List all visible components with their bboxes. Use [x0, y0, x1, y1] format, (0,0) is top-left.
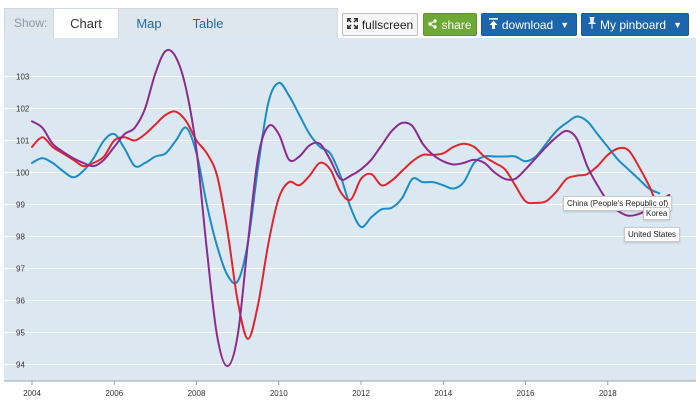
- y-tick-label: 103: [16, 73, 30, 82]
- tab-table[interactable]: Table: [192, 16, 224, 31]
- tooltip-korea: Korea: [643, 207, 671, 220]
- y-axis: 94 95 96 97 98 99 100 101 102 103: [16, 73, 30, 370]
- chevron-down-icon: ▼: [673, 19, 682, 30]
- grid-lines: [4, 76, 696, 365]
- show-label: Show:: [14, 16, 48, 30]
- download-label: download: [501, 17, 554, 32]
- x-tick-label: 2018: [599, 389, 617, 398]
- tab-map[interactable]: Map: [136, 16, 162, 31]
- y-tick-label: 94: [16, 361, 25, 370]
- x-tick-label: 2004: [23, 389, 41, 398]
- fullscreen-button[interactable]: fullscreen: [342, 13, 418, 36]
- y-tick-label: 97: [16, 265, 25, 274]
- y-tick-label: 101: [16, 137, 30, 146]
- x-tick-label: 2006: [105, 389, 123, 398]
- download-icon: [488, 17, 498, 32]
- x-tick-label: 2010: [270, 389, 288, 398]
- share-button[interactable]: share: [423, 13, 477, 36]
- series-lines: [31, 48, 671, 368]
- pinboard-label: My pinboard: [600, 17, 667, 32]
- series-line-china[interactable]: [31, 81, 661, 285]
- expand-icon: [346, 17, 358, 32]
- y-tick-label: 102: [16, 105, 30, 114]
- tab-chart[interactable]: Chart: [53, 9, 119, 40]
- y-tick-label: 98: [16, 233, 25, 242]
- x-tick-label: 2008: [188, 389, 206, 398]
- chart-toolbar: Show: Chart Map Table fullscreen share d…: [0, 0, 700, 40]
- series-line-korea[interactable]: [31, 110, 671, 340]
- y-tick-label: 100: [16, 169, 30, 178]
- pinboard-button[interactable]: My pinboard ▼: [581, 13, 689, 36]
- x-axis-strip: [4, 381, 696, 403]
- x-tick-label: 2016: [517, 389, 535, 398]
- y-tick-label: 96: [16, 297, 25, 306]
- download-button[interactable]: download ▼: [481, 13, 577, 36]
- share-label: share: [441, 17, 472, 32]
- x-axis: 2004 2006 2008 2010 2012 2014 2016 2018: [4, 380, 696, 398]
- share-icon: [428, 18, 438, 32]
- fullscreen-label: fullscreen: [361, 17, 414, 32]
- view-tabstrip: Show: Chart Map Table: [4, 8, 338, 40]
- y-tick-label: 95: [16, 329, 25, 338]
- y-tick-label: 99: [16, 201, 25, 210]
- series-line-united-states[interactable]: [31, 48, 671, 368]
- chevron-down-icon: ▼: [560, 19, 570, 30]
- x-tick-label: 2012: [352, 389, 370, 398]
- pin-icon: [588, 17, 597, 32]
- x-tick-label: 2014: [434, 389, 452, 398]
- tooltip-united-states: United States: [624, 227, 681, 242]
